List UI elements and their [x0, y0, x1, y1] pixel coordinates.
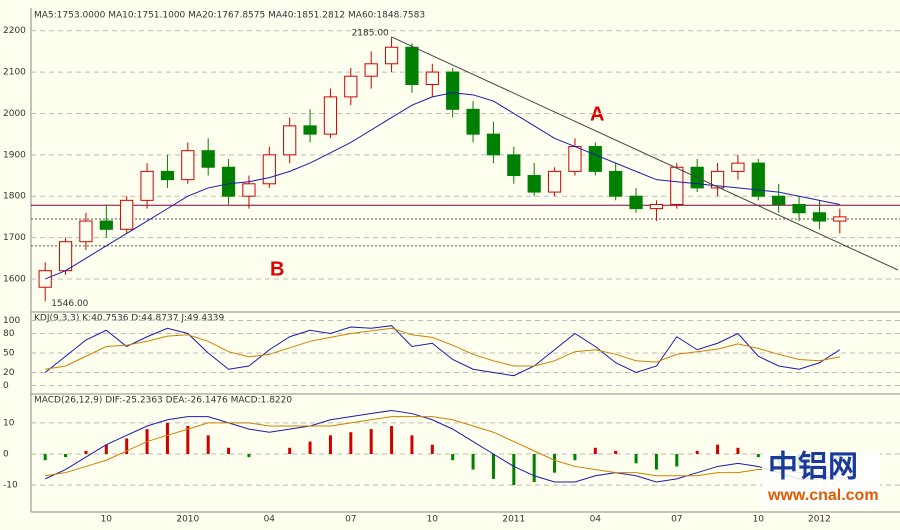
- candle-body: [731, 162, 745, 172]
- x-tick-label: 10: [753, 515, 765, 525]
- y-tick-label: -10: [3, 481, 18, 491]
- y-tick-label: 80: [3, 329, 15, 339]
- candle-body: [283, 125, 297, 156]
- candle-body: [466, 108, 480, 135]
- annotation-a: A: [590, 103, 604, 125]
- watermark-box: [762, 452, 880, 508]
- trend-line: [391, 36, 899, 271]
- y-tick-label: 2000: [3, 109, 26, 119]
- x-tick-label: 07: [345, 515, 356, 525]
- candle-body: [99, 220, 113, 230]
- high-label: 2185.00: [352, 28, 389, 38]
- x-tick-label: 04: [264, 515, 276, 525]
- macd-indicator-label: MACD(26,12,9) DIF:-25.2363 DEA:-26.1476 …: [34, 396, 292, 406]
- y-tick-label: 1800: [3, 192, 26, 202]
- candle-body: [364, 63, 378, 77]
- candle-body: [201, 150, 215, 168]
- y-tick-label: 2200: [3, 26, 26, 36]
- candle-body: [303, 125, 317, 135]
- y-tick-label: 10: [3, 418, 15, 428]
- candle-body: [262, 154, 276, 185]
- watermark-url: www.cnal.com: [767, 487, 879, 504]
- x-tick-label: 2011: [502, 515, 525, 525]
- macd-line: [44, 409, 840, 483]
- candle-body: [527, 175, 541, 193]
- x-tick-label: 10: [101, 515, 113, 525]
- macd-line: [45, 416, 840, 477]
- y-tick-label: 100: [3, 316, 20, 326]
- candle-body: [751, 162, 765, 197]
- x-tick-label: 10: [427, 515, 439, 525]
- candle-body: [507, 154, 521, 177]
- candle-body: [221, 166, 236, 197]
- kdj-line: [44, 325, 841, 377]
- candle-body: [670, 166, 684, 205]
- watermark-logo: 中铝网: [768, 450, 858, 485]
- candle-body: [79, 220, 93, 243]
- x-tick-label: 2012: [808, 515, 831, 525]
- x-tick-label: 04: [590, 515, 602, 525]
- candle-body: [833, 216, 847, 222]
- candle-body: [120, 199, 134, 230]
- candle-body: [812, 212, 827, 222]
- x-tick-label: 07: [671, 515, 682, 525]
- candle-body: [181, 150, 195, 181]
- candle-body: [140, 170, 154, 201]
- candle-body: [609, 170, 623, 197]
- candle-body: [425, 71, 439, 85]
- candle-body: [405, 46, 419, 85]
- y-tick-label: 1900: [3, 150, 26, 160]
- y-tick-label: 1600: [3, 274, 26, 284]
- candle-body: [547, 170, 562, 193]
- candle-body: [486, 133, 501, 156]
- candle-body: [384, 46, 399, 65]
- y-tick-label: 50: [3, 349, 15, 359]
- y-tick-label: 0: [3, 381, 9, 391]
- candle-body: [242, 183, 256, 197]
- kdj-line: [45, 327, 840, 370]
- ma-line: [44, 92, 840, 280]
- candle-body: [323, 96, 338, 135]
- y-tick-label: 1700: [3, 233, 26, 243]
- candle-body: [344, 75, 358, 98]
- candle-body: [649, 203, 664, 210]
- main-indicator-label: MA5:1753.0000 MA10:1751.1000 MA20:1767.8…: [34, 11, 425, 21]
- kdj-indicator-label: KDJ(9,3,3) K:40.7536 D:44.8737 J:49.4339: [34, 314, 225, 324]
- candle-body: [446, 71, 460, 110]
- y-tick-label: 0: [3, 450, 9, 460]
- candle-body: [792, 203, 806, 214]
- y-tick-label: 2100: [3, 68, 26, 78]
- candle-body: [160, 170, 175, 181]
- x-tick-label: 2010: [176, 515, 199, 525]
- candle-body: [772, 195, 786, 205]
- annotation-b: B: [270, 258, 284, 280]
- low-label: 1546.00: [51, 299, 88, 309]
- y-tick-label: 20: [3, 368, 15, 378]
- candle-body: [588, 146, 602, 172]
- candle-body: [710, 170, 725, 189]
- candle-body: [568, 146, 582, 172]
- candle-body: [58, 241, 73, 272]
- candle-body: [629, 195, 643, 210]
